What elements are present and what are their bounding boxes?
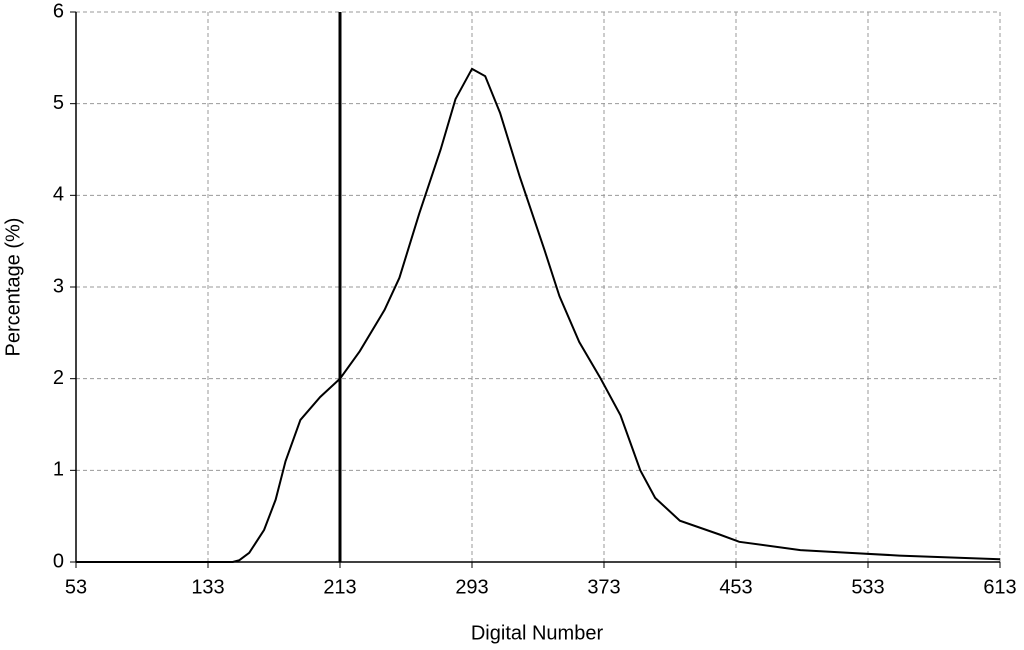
x-tick-label: 613 <box>983 576 1016 598</box>
y-tick-label: 0 <box>53 550 64 572</box>
x-tick-label: 373 <box>587 576 620 598</box>
y-tick-label: 3 <box>53 275 64 297</box>
x-axis-label: Digital Number <box>471 622 604 644</box>
x-tick-label: 293 <box>455 576 488 598</box>
x-tick-label: 533 <box>851 576 884 598</box>
y-tick-label: 4 <box>53 184 64 206</box>
y-tick-label: 5 <box>53 92 64 114</box>
y-axis-label: Percentage (%) <box>2 218 24 357</box>
x-tick-label: 453 <box>719 576 752 598</box>
x-tick-label: 213 <box>323 576 356 598</box>
y-tick-label: 2 <box>53 367 64 389</box>
x-tick-label: 133 <box>191 576 224 598</box>
y-tick-label: 1 <box>53 459 64 481</box>
x-tick-label: 53 <box>65 576 87 598</box>
data-line <box>76 67 1001 563</box>
y-tick-label: 6 <box>53 0 64 22</box>
